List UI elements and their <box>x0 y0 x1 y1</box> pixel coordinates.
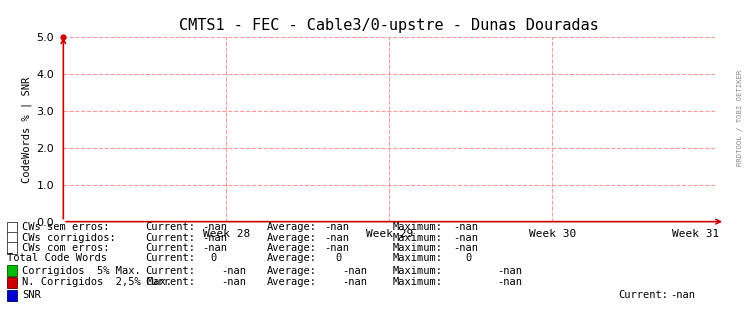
Text: -nan: -nan <box>453 233 478 243</box>
Text: Maximum:: Maximum: <box>393 253 443 263</box>
Text: Average:: Average: <box>267 277 317 287</box>
Text: SNR: SNR <box>22 290 41 300</box>
Text: -nan: -nan <box>221 266 247 276</box>
Text: RRDTOOL / TOBI OETIKER: RRDTOOL / TOBI OETIKER <box>737 70 743 166</box>
Text: -nan: -nan <box>203 222 228 232</box>
Text: Average:: Average: <box>267 266 317 276</box>
Text: Current:: Current: <box>145 222 195 232</box>
Text: Maximum:: Maximum: <box>393 243 443 253</box>
Text: Current:: Current: <box>145 243 195 253</box>
Text: Average:: Average: <box>267 233 317 243</box>
Text: Current:: Current: <box>145 266 195 276</box>
Text: Maximum:: Maximum: <box>393 266 443 276</box>
Text: -nan: -nan <box>498 277 523 287</box>
Text: Total Code Words: Total Code Words <box>7 253 107 263</box>
Text: CWs corrigidos:: CWs corrigidos: <box>22 233 116 243</box>
Text: -nan: -nan <box>324 222 349 232</box>
Text: -nan: -nan <box>203 243 228 253</box>
Text: -nan: -nan <box>453 222 478 232</box>
Text: 0: 0 <box>211 253 217 263</box>
Text: -nan: -nan <box>343 266 368 276</box>
Text: N. Corrigidos  2,5% Max.: N. Corrigidos 2,5% Max. <box>22 277 172 287</box>
Text: -nan: -nan <box>221 277 247 287</box>
Text: Current:: Current: <box>145 233 195 243</box>
Text: -nan: -nan <box>203 233 228 243</box>
Text: Current:: Current: <box>145 277 195 287</box>
Text: Average:: Average: <box>267 222 317 232</box>
Text: CWs sem erros:: CWs sem erros: <box>22 222 110 232</box>
Y-axis label: CodeWords % | SNR: CodeWords % | SNR <box>22 76 32 183</box>
Text: -nan: -nan <box>453 243 478 253</box>
Text: -nan: -nan <box>324 233 349 243</box>
Text: 0: 0 <box>335 253 341 263</box>
Title: CMTS1 - FEC - Cable3/0-upstre - Dunas Douradas: CMTS1 - FEC - Cable3/0-upstre - Dunas Do… <box>180 18 599 33</box>
Text: CWs com erros:: CWs com erros: <box>22 243 110 253</box>
Text: -nan: -nan <box>498 266 523 276</box>
Text: Corrigidos  5% Max.: Corrigidos 5% Max. <box>22 266 141 276</box>
Text: Average:: Average: <box>267 253 317 263</box>
Text: 0: 0 <box>466 253 472 263</box>
Text: -nan: -nan <box>670 290 696 300</box>
Text: Average:: Average: <box>267 243 317 253</box>
Text: Maximum:: Maximum: <box>393 233 443 243</box>
Text: Maximum:: Maximum: <box>393 277 443 287</box>
Text: Current:: Current: <box>618 290 668 300</box>
Text: Maximum:: Maximum: <box>393 222 443 232</box>
Text: -nan: -nan <box>343 277 368 287</box>
Text: Current:: Current: <box>145 253 195 263</box>
Text: -nan: -nan <box>324 243 349 253</box>
